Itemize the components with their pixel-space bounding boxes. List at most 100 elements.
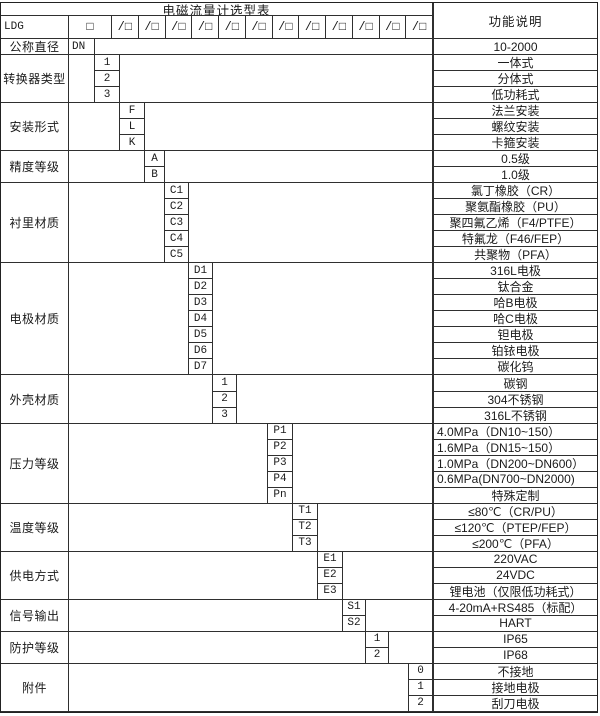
code-cell: D7 xyxy=(189,359,213,376)
description-cell: ≤80℃（CR/PU） xyxy=(434,504,597,520)
spacer-cell xyxy=(318,503,434,552)
description-cell: 哈C电极 xyxy=(434,311,597,328)
description-cell: 聚氨酯橡胶（PU） xyxy=(434,199,597,216)
code-cell: E3 xyxy=(318,583,343,600)
description-cell: 0.6MPa(DN700~DN2000) xyxy=(434,472,597,488)
spacer-cell xyxy=(69,55,95,104)
code-cell: A xyxy=(145,151,165,168)
code-cell: 0 xyxy=(409,663,434,680)
category-label-liner-material: 衬里材质 xyxy=(1,183,69,264)
code-cell: 1 xyxy=(366,631,389,648)
model-prefix-cell: LDG xyxy=(1,16,69,39)
code-cell: P1 xyxy=(268,423,293,440)
code-cell: 1 xyxy=(95,55,120,72)
spacer-cell xyxy=(69,631,366,664)
model-slash-box-cell: /□ xyxy=(326,16,353,38)
spacer-cell xyxy=(165,151,434,184)
code-cell: E2 xyxy=(318,567,343,584)
description-cell: 304不锈钢 xyxy=(434,392,597,408)
model-slash-box-cell: /□ xyxy=(353,16,380,38)
description-cell: 螺纹安装 xyxy=(434,119,597,136)
spacer-cell xyxy=(343,551,434,600)
code-cell: C2 xyxy=(165,199,189,216)
spacer-cell xyxy=(237,375,434,424)
category-label-electrode-material: 电极材质 xyxy=(1,263,69,376)
code-cell: 1 xyxy=(409,679,434,696)
model-slash-box-cell: /□ xyxy=(380,16,407,38)
table-title: 电磁流量计选型表 xyxy=(1,3,434,16)
code-cell: P3 xyxy=(268,455,293,472)
spacer-cell xyxy=(69,551,318,600)
description-cell: ≤200℃（PFA） xyxy=(434,536,597,552)
description-cell: 铂铱电极 xyxy=(434,343,597,360)
code-cell: K xyxy=(120,135,145,152)
code-cell: P2 xyxy=(268,439,293,456)
model-slash-box-cell: /□ xyxy=(192,16,219,38)
code-cell: L xyxy=(120,119,145,136)
description-cell: 低功耗式 xyxy=(434,87,597,104)
spacer-cell xyxy=(69,183,165,264)
spacer-cell xyxy=(120,55,434,104)
code-cell: D5 xyxy=(189,327,213,344)
category-label-accessories: 附件 xyxy=(1,663,69,712)
model-code-boxes-row: □ /□ /□ /□ /□ /□ /□ /□ /□ /□ /□ /□ /□ xyxy=(69,16,434,39)
description-cell: 0.5级 xyxy=(434,151,597,168)
description-cell: 接地电极 xyxy=(434,680,597,696)
spacer-cell xyxy=(189,183,434,264)
spacer-cell xyxy=(389,631,434,664)
description-cell: 哈B电极 xyxy=(434,295,597,312)
description-cell: 刮刀电极 xyxy=(434,696,597,712)
model-box-cell: □ xyxy=(69,16,112,38)
category-label-installation-type: 安装形式 xyxy=(1,103,69,152)
description-cell: 220VAC xyxy=(434,552,597,568)
code-cell: 3 xyxy=(95,87,120,104)
code-cell: 2 xyxy=(409,695,434,712)
description-cell: 316L电极 xyxy=(434,263,597,280)
model-slash-box-cell: /□ xyxy=(112,16,139,38)
spacer-cell xyxy=(293,423,434,504)
spacer-cell xyxy=(69,263,189,376)
category-label-signal-output: 信号输出 xyxy=(1,599,69,632)
description-cell: 卡箍安装 xyxy=(434,135,597,152)
spacer-cell xyxy=(366,599,434,632)
description-cell: HART xyxy=(434,616,597,632)
category-label-pressure-rating: 压力等级 xyxy=(1,423,69,504)
category-label-converter-type: 转换器类型 xyxy=(1,55,69,104)
description-cell: 特氟龙（F46/FEP） xyxy=(434,231,597,248)
description-cell: 氯丁橡胶（CR） xyxy=(434,183,597,200)
description-cell: 10-2000 xyxy=(434,39,597,56)
description-cell: 钛合金 xyxy=(434,279,597,296)
description-cell: 聚四氟乙烯（F4/PTFE） xyxy=(434,215,597,232)
category-label-protection-class: 防护等级 xyxy=(1,631,69,664)
spacer-cell xyxy=(69,423,268,504)
description-cell: 不接地 xyxy=(434,664,597,680)
category-label-nominal-diameter: 公称直径 xyxy=(1,39,69,56)
code-cell: F xyxy=(120,103,145,120)
description-cell: 碳钢 xyxy=(434,375,597,392)
description-cell: 分体式 xyxy=(434,71,597,88)
code-cell: C1 xyxy=(165,183,189,200)
description-cell: 碳化钨 xyxy=(434,359,597,376)
description-cell: 法兰安装 xyxy=(434,103,597,120)
spacer-cell xyxy=(69,151,145,184)
category-label-power-supply: 供电方式 xyxy=(1,551,69,600)
code-cell: T1 xyxy=(293,503,318,520)
description-cell: 1.6MPa（DN15~150） xyxy=(434,440,597,456)
spacer-cell xyxy=(69,663,409,712)
code-cell: D1 xyxy=(189,263,213,280)
description-cell: 316L不锈钢 xyxy=(434,408,597,424)
description-cell: 特殊定制 xyxy=(434,488,597,504)
spacer-cell xyxy=(69,375,213,424)
spacer-cell xyxy=(69,599,343,632)
code-cell: S2 xyxy=(343,615,366,632)
code-cell: 1 xyxy=(213,375,237,392)
spacer-cell xyxy=(95,39,434,56)
spacer-cell xyxy=(69,503,293,552)
model-slash-box-cell: /□ xyxy=(411,20,427,34)
code-cell: C3 xyxy=(165,215,189,232)
code-cell: C4 xyxy=(165,231,189,248)
description-cell: 钽电极 xyxy=(434,327,597,344)
code-cell: D3 xyxy=(189,295,213,312)
code-cell: D4 xyxy=(189,311,213,328)
